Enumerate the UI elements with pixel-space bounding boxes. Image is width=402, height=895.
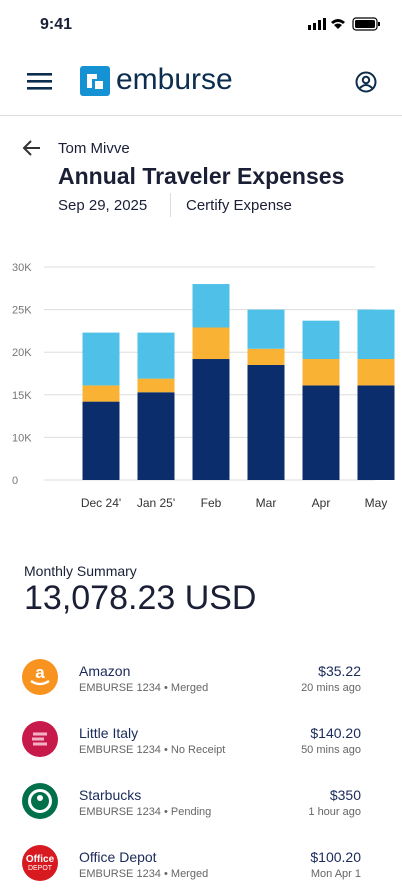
- bar-segment: [247, 348, 285, 365]
- header-divider: [0, 115, 402, 116]
- report-title: Annual Traveler Expenses: [58, 163, 345, 189]
- summary-amount: 13,078.23 USD: [24, 579, 257, 617]
- bar-segment: [302, 320, 340, 360]
- chart: 0 10K 15K 20K 25K 30K Dec 24' Jan 25' Feb Mar Apr M…: [12, 262, 395, 510]
- x-tick-label: May: [365, 496, 388, 510]
- bar-segment: [247, 364, 285, 480]
- amount: $100.20: [310, 849, 361, 865]
- svg-text:Office: Office: [26, 854, 55, 865]
- bar-segment: [192, 284, 230, 328]
- y-tick-label: 15K: [12, 390, 32, 402]
- divider: [170, 193, 171, 217]
- transaction-row[interactable]: Starbucks EMBURSE 1234 • Pending $350 1 hou…: [0, 783, 402, 833]
- x-tick-label: Dec 24': [81, 496, 121, 510]
- status: No Receipt: [170, 744, 226, 756]
- bar-segment: [247, 309, 285, 349]
- amount: $140.20: [310, 725, 361, 741]
- bar-segment: [357, 359, 395, 386]
- merchant-icon: [22, 721, 58, 757]
- x-tick-label: Mar: [256, 496, 277, 510]
- report-program: Certify Expense: [186, 197, 292, 214]
- traveler-name: Tom Mivve: [58, 140, 130, 157]
- merchant-name: Office Depot: [79, 849, 157, 865]
- transaction-row[interactable]: Little Italy EMBURSE 1234 • No Receipt $14…: [0, 721, 402, 771]
- y-tick-label: 10K: [12, 432, 32, 444]
- transaction-meta: EMBURSE 1234 • No Receipt: [79, 744, 226, 756]
- bar-segment: [82, 332, 120, 386]
- merchant-icon: [22, 783, 58, 819]
- report-date: Sep 29, 2025: [58, 197, 148, 214]
- amount: $35.22: [318, 663, 361, 679]
- bar-segment: [192, 327, 230, 360]
- y-tick-label: 20K: [12, 347, 32, 359]
- bar-segment: [137, 378, 175, 393]
- bar-segment: [302, 359, 340, 386]
- merchant-name: Little Italy: [79, 725, 139, 741]
- time: 20 mins ago: [301, 682, 361, 694]
- bar-segment: [302, 385, 340, 480]
- x-tick-label: Jan 25': [137, 496, 175, 510]
- bar-segment: [192, 359, 230, 480]
- merchant-name: Starbucks: [79, 787, 142, 803]
- transaction-meta: EMBURSE 1234 • Merged: [79, 868, 209, 880]
- y-tick-label: 0: [12, 475, 18, 487]
- amount: $350: [329, 787, 361, 803]
- status: Merged: [170, 868, 209, 880]
- y-tick-label: 30K: [12, 262, 32, 274]
- bar-segment: [82, 401, 120, 480]
- transaction-meta: EMBURSE 1234 • Merged: [79, 682, 209, 694]
- time: 1 hour ago: [308, 806, 361, 818]
- y-tick-label: 25K: [12, 305, 32, 317]
- account: EMBURSE 1234: [79, 806, 161, 818]
- merchant-name: Amazon: [79, 663, 131, 679]
- svg-text:DEPOT: DEPOT: [28, 865, 53, 872]
- time: 50 mins ago: [301, 744, 361, 756]
- transaction-row[interactable]: Office DEPOT Office Depot EMBURSE 1234 • Me…: [0, 845, 402, 895]
- status: Pending: [170, 806, 212, 818]
- status: Merged: [170, 682, 209, 694]
- x-tick-label: Apr: [312, 496, 331, 510]
- transaction-row[interactable]: a Amazon EMBURSE 1234 • Merged $35.22 20 min…: [0, 659, 402, 709]
- status-icons: [308, 17, 380, 31]
- account: EMBURSE 1234: [79, 744, 161, 756]
- bar-segment: [137, 392, 175, 480]
- time: Mon Apr 1: [310, 868, 361, 880]
- menu-button[interactable]: [27, 72, 53, 92]
- merchant-icon: a: [22, 659, 58, 695]
- screen: 9:41 emburse Tom Mivve Annual Traveler E…: [0, 16, 402, 881]
- profile-button[interactable]: [354, 70, 378, 94]
- account: EMBURSE 1234: [79, 868, 161, 880]
- summary-label: Monthly Summary: [24, 563, 137, 579]
- x-tick-label: Feb: [201, 496, 222, 510]
- status-time: 9:41: [40, 16, 73, 33]
- account: EMBURSE 1234: [79, 682, 161, 694]
- bar-segment: [357, 385, 395, 480]
- svg-text:a: a: [35, 663, 45, 682]
- transaction-meta: EMBURSE 1234 • Pending: [79, 806, 212, 818]
- brand-name: emburse: [116, 63, 233, 96]
- bar-segment: [357, 309, 395, 360]
- brand-logo: [80, 66, 110, 96]
- bar-segment: [82, 385, 120, 402]
- bar-segment: [137, 332, 175, 379]
- back-button[interactable]: [22, 138, 42, 158]
